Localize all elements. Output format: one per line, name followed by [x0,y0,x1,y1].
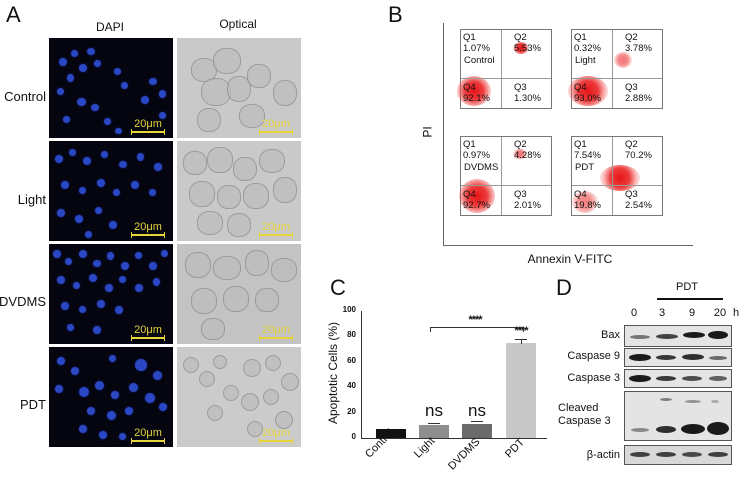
y-tick: 100 [342,305,356,314]
bar-y-axis [361,311,362,439]
dapi-image-dvdms: 20μm [49,244,173,344]
annotation-pdt: **** [514,325,528,337]
y-tick: 60 [347,356,356,365]
dapi-image-light: 20μm [49,141,173,241]
treatment-label: PDT [676,281,698,293]
column-header-optical: Optical [219,17,257,31]
scale-bar: 20μm [131,427,165,444]
bracket-label: **** [468,314,482,326]
flow-y-axis-line [443,23,444,245]
blot-caspase3 [624,369,732,388]
row-label-pdt: PDT [20,397,46,412]
flow-y-label: PI [420,126,435,138]
y-tick: 20 [347,407,356,416]
label-cleaved-caspase3: Cleaved Caspase 3 [558,402,611,427]
optical-image-control: 20μm [177,38,301,138]
error-bar [471,421,483,422]
bar-dvdms [462,424,492,438]
blot-cleaved-caspase3 [624,391,732,441]
row-label-control: Control [4,89,46,104]
sample-label: DVDMS [464,162,499,173]
bar-x-axis [361,438,547,439]
dapi-image-control: 20μm [49,38,173,138]
scale-bar: 20μm [131,118,165,135]
sample-label: Light [575,55,596,66]
y-tick: 40 [347,381,356,390]
bar-y-label: Apoptotic Cells (%) [326,321,340,425]
label-caspase3: Caspase 3 [567,372,620,384]
annotation-dvdms: ns [468,401,486,420]
label-caspase9: Caspase 9 [567,350,620,362]
time-0: 0 [630,307,638,319]
treatment-bar [657,298,723,300]
optical-image-light: 20μm [177,141,301,241]
blot-beta-actin [624,445,732,465]
y-tick: 0 [351,432,356,441]
scale-bar: 20μm [131,324,165,341]
panel-a-letter: A [6,2,21,27]
row-label-dvdms: DVDMS [0,294,46,309]
x-label-pdt: PDT [503,436,528,461]
row-label-light: Light [17,192,46,207]
scale-bar: 20μm [259,221,293,238]
label-bax: Bax [601,329,620,341]
optical-image-pdt: 20μm [177,347,301,447]
flow-plot-dvdms: Q1 0.97% Q2 4.28% Q3 2.01% Q4 92.7% DVDMS [459,136,552,216]
label-beta-actin: β-actin [586,449,620,461]
optical-image-dvdms: 20μm [177,244,301,344]
sample-label: Control [464,55,495,66]
scale-bar: 20μm [131,221,165,238]
time-3: 3 [658,307,666,319]
blot-caspase9 [624,348,732,367]
flow-plot-control: Q1 1.07% Q2 5.53% Q3 1.30% Q4 92.1% Control [457,29,552,109]
x-label-dvdms: DVDMS [446,435,483,473]
scale-bar: 20μm [259,324,293,341]
flow-x-axis-line [443,245,693,246]
blot-bax [624,325,732,347]
sample-label: PDT [575,162,594,173]
bar-control [376,429,406,438]
y-tick: 80 [347,330,356,339]
flow-plot-pdt: Q1 7.54% Q2 70.2% Q3 2.54% Q4 19.8% PDT [571,136,663,216]
panel-b-letter: B [388,2,403,27]
panel-c-letter: C [330,275,346,300]
flow-x-label: Annexin V-FITC [527,252,613,266]
significance-bracket [430,327,524,332]
dapi-image-pdt: 20μm [49,347,173,447]
error-bar [428,423,440,424]
bar-pdt [506,343,536,438]
bar-light [419,425,449,438]
panel-d-letter: D [556,275,572,300]
time-unit: h [733,307,740,319]
column-header-dapi: DAPI [95,20,124,34]
error-bar [521,339,522,344]
time-20: 20 [713,307,727,319]
scale-bar: 20μm [259,118,293,135]
annotation-light: ns [425,401,443,420]
flow-plot-light: Q1 0.32% Q2 3.78% Q3 2.88% Q4 93.0% Light [568,29,663,109]
time-9: 9 [688,307,696,319]
scale-bar: 20μm [259,427,293,444]
